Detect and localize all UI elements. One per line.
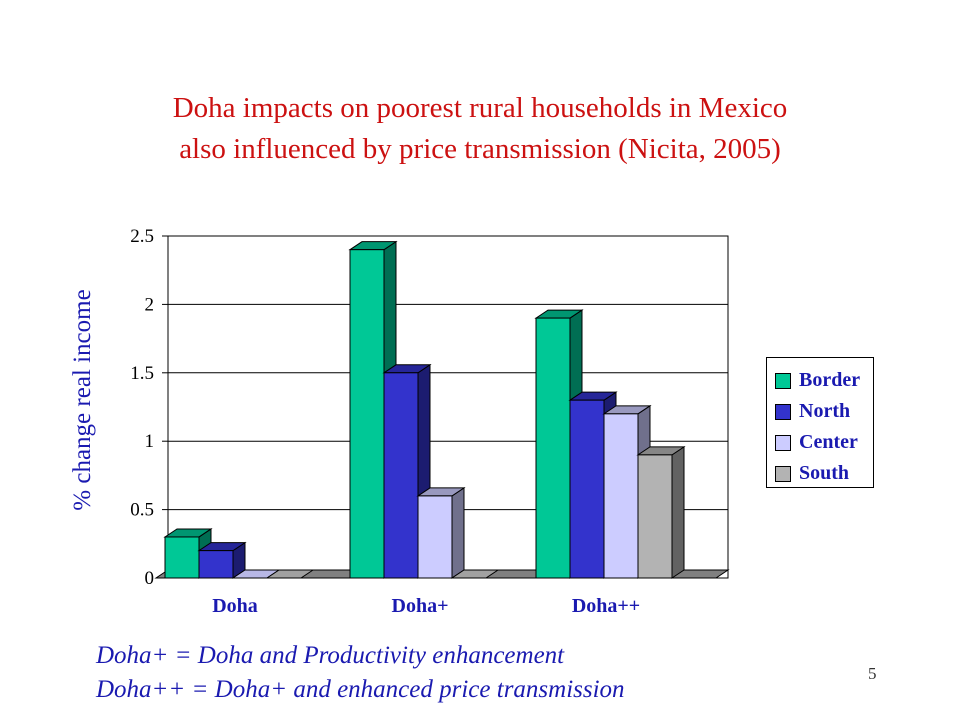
- title-line-2: also influenced by price transmission (N…: [179, 133, 781, 165]
- bar-side-center-1: [451, 486, 465, 579]
- footnote-doha-plus: Doha+ = Doha and Productivity enhancemen…: [96, 642, 565, 669]
- title-line-1: Doha impacts on poorest rural households…: [172, 92, 788, 124]
- legend-label-border: Border: [799, 369, 861, 391]
- chart-title: Doha impacts on poorest rural households…: [0, 88, 960, 170]
- y-tick-label: 0: [145, 568, 155, 589]
- bar-south-2: [637, 454, 673, 579]
- bar-south-0: [265, 569, 315, 579]
- legend-item-border: Border: [767, 365, 873, 396]
- y-tick-label: 0.5: [130, 500, 154, 521]
- legend-label-north: North: [799, 400, 851, 422]
- legend-label-south: South: [799, 462, 850, 484]
- legend-swatch-center: [775, 434, 791, 451]
- chart-legend: Border North Center South: [766, 357, 874, 488]
- legend-item-center: Center: [767, 427, 873, 458]
- x-category-label: Doha+: [392, 595, 449, 617]
- bar-border-1: [349, 249, 385, 579]
- y-tick-label: 2.5: [130, 226, 154, 247]
- bar-border-0: [164, 536, 200, 579]
- bar-south-1: [450, 569, 500, 579]
- bar-center-2: [603, 413, 639, 579]
- bar-north-1: [383, 372, 419, 579]
- bar-side-south-2: [671, 445, 685, 579]
- footnote-doha-plus-plus: Doha++ = Doha+ and enhanced price transm…: [96, 676, 625, 703]
- legend-swatch-south: [775, 465, 791, 482]
- slide-number: 5: [868, 664, 877, 683]
- bar-center-1: [417, 495, 453, 579]
- bar-north-0: [198, 550, 234, 579]
- y-tick-label: 1.5: [130, 363, 154, 384]
- legend-item-north: North: [767, 396, 873, 427]
- bar-north-2: [569, 399, 605, 579]
- legend-swatch-north: [775, 403, 791, 420]
- y-tick-label: 2: [145, 294, 155, 315]
- legend-swatch-border: [775, 372, 791, 389]
- x-category-label: Doha: [212, 595, 258, 617]
- bar-border-2: [535, 317, 571, 579]
- legend-item-south: South: [767, 458, 873, 489]
- y-tick-label: 1: [145, 431, 155, 452]
- legend-label-center: Center: [799, 431, 858, 453]
- x-category-label: Doha++: [572, 595, 640, 617]
